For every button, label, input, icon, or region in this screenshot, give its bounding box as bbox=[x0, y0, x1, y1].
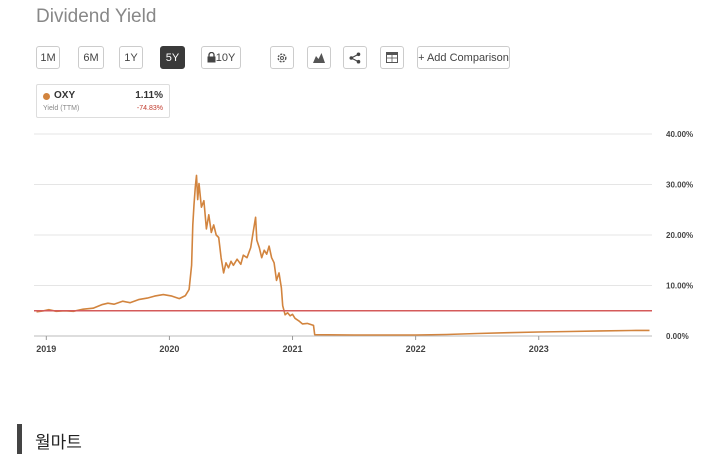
legend-card[interactable]: OXY 1.11% Yield (TTM) -74.83% bbox=[36, 84, 170, 118]
legend-ticker: OXY bbox=[54, 90, 76, 101]
chart-title: Dividend Yield bbox=[36, 6, 157, 27]
mountain-chart-icon bbox=[313, 53, 325, 63]
dividend-yield-chart[interactable]: 0.00% 10.00% 20.00% 30.00% 40.00% 2019 2020 202… bbox=[0, 120, 716, 370]
lock-icon bbox=[207, 52, 216, 63]
series-line-oxy bbox=[36, 174, 650, 336]
table-icon bbox=[386, 52, 398, 63]
series-color-dot bbox=[43, 93, 50, 100]
range-5y-button[interactable]: 5Y bbox=[160, 46, 185, 69]
share-icon bbox=[349, 52, 361, 63]
gear-icon bbox=[277, 53, 287, 62]
y-tick-label: 10.00% bbox=[666, 282, 693, 291]
range-6m-button[interactable]: 6M bbox=[78, 46, 104, 69]
range-1y-button[interactable]: 1Y bbox=[119, 46, 143, 69]
y-tick-label: 0.00% bbox=[666, 332, 689, 341]
legend-value: 1.11% bbox=[135, 90, 163, 101]
settings-button[interactable] bbox=[270, 46, 294, 69]
x-tick-label: 2021 bbox=[283, 344, 303, 354]
x-tick-label: 2023 bbox=[529, 344, 549, 354]
x-tick-label: 2022 bbox=[406, 344, 426, 354]
x-tick-label: 2020 bbox=[159, 344, 179, 354]
legend-change: -74.83% bbox=[136, 105, 163, 112]
range-1m-button[interactable]: 1M bbox=[36, 46, 60, 69]
y-tick-label: 30.00% bbox=[666, 181, 693, 190]
chart-type-button[interactable] bbox=[307, 46, 331, 69]
y-tick-label: 20.00% bbox=[666, 231, 693, 240]
x-tick-label: 2019 bbox=[36, 344, 56, 354]
section-marker bbox=[17, 424, 22, 454]
legend-sublabel: Yield (TTM) bbox=[43, 105, 80, 112]
range-10y-label: 10Y bbox=[215, 51, 236, 64]
range-10y-button[interactable]: 10Y bbox=[201, 46, 241, 69]
add-comparison-button[interactable]: + Add Comparison bbox=[417, 46, 510, 69]
share-button[interactable] bbox=[343, 46, 367, 69]
table-view-button[interactable] bbox=[380, 46, 404, 69]
section-heading: 월마트 bbox=[35, 433, 82, 452]
y-tick-label: 40.00% bbox=[666, 130, 693, 139]
